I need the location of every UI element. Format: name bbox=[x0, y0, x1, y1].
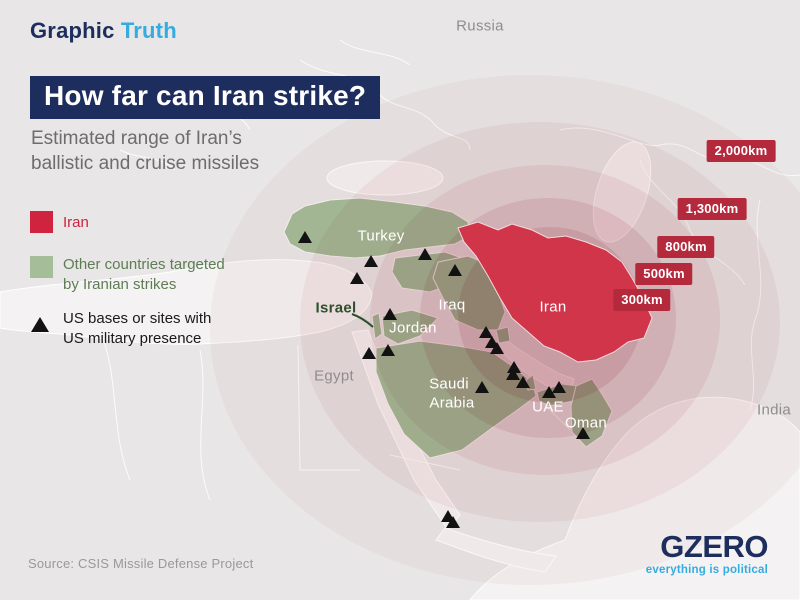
country-label-jordan: Jordan bbox=[389, 319, 437, 337]
us-base-marker bbox=[506, 368, 520, 380]
country-iran bbox=[457, 221, 653, 363]
us-base-marker bbox=[448, 264, 462, 276]
legend-label-iran: Iran bbox=[63, 214, 89, 231]
israel-pointer-line bbox=[351, 313, 374, 328]
legend-bases-line-1: US bases or sites with bbox=[63, 310, 212, 327]
us-base-marker bbox=[490, 342, 504, 354]
country-label-turkey: Turkey bbox=[357, 227, 405, 245]
us-base-marker bbox=[552, 381, 566, 393]
range-badge-300km: 300km bbox=[613, 289, 671, 311]
legend-swatch-iran bbox=[30, 211, 53, 233]
range-badge-1300km: 1,300km bbox=[677, 198, 747, 220]
us-base-markers bbox=[298, 231, 590, 528]
subtitle-line-1: Estimated range of Iran’s bbox=[31, 128, 242, 149]
legend-targets-line-1: Other countries targeted bbox=[63, 256, 225, 273]
legend-label-targeted-countries: Other countries targeted by Iranian stri… bbox=[63, 255, 225, 295]
country-label-arabia: Arabia bbox=[429, 394, 475, 412]
us-base-marker bbox=[383, 308, 397, 320]
us-base-marker bbox=[418, 248, 432, 260]
us-base-marker bbox=[507, 361, 521, 373]
legend-label-us-bases: US bases or sites with US military prese… bbox=[63, 309, 211, 349]
us-base-marker bbox=[350, 272, 364, 284]
range-badge-2000km: 2,000km bbox=[706, 140, 776, 162]
brand: Graphic Truth bbox=[30, 18, 177, 44]
subtitle-line-2: ballistic and cruise missiles bbox=[31, 153, 260, 174]
gzero-tagline: everything is political bbox=[645, 564, 768, 576]
brand-primary: Graphic bbox=[30, 18, 115, 43]
legend-us-base-triangle-icon bbox=[31, 317, 49, 332]
us-base-marker bbox=[362, 347, 376, 359]
us-base-marker bbox=[475, 381, 489, 393]
us-base-marker bbox=[576, 427, 590, 439]
legend-targets-line-2: by Iranian strikes bbox=[63, 276, 177, 293]
us-base-marker bbox=[479, 326, 493, 338]
country-label-uae: UAE bbox=[532, 398, 564, 416]
legend-swatch-targeted-countries bbox=[30, 256, 53, 278]
gzero-wordmark: GZERO bbox=[660, 529, 768, 564]
legend-bases-line-2: US military presence bbox=[63, 330, 202, 347]
country-label-russia: Russia bbox=[456, 17, 504, 35]
page-subtitle: Estimated range of Iran’s ballistic and … bbox=[31, 126, 259, 176]
country-label-saudi: Saudi bbox=[429, 375, 469, 393]
country-label-iraq: Iraq bbox=[438, 296, 466, 314]
us-base-marker bbox=[364, 255, 378, 267]
range-badge-800km: 800km bbox=[657, 236, 715, 258]
country-label-egypt: Egypt bbox=[314, 367, 354, 385]
us-base-marker bbox=[542, 386, 556, 398]
us-base-marker bbox=[298, 231, 312, 243]
page-title: How far can Iran strike? bbox=[30, 76, 381, 119]
gzero-logo: GZERO everything is political bbox=[645, 529, 769, 576]
country-label-india: India bbox=[756, 401, 792, 419]
us-base-marker bbox=[516, 376, 530, 388]
brand-accent: Truth bbox=[120, 18, 177, 43]
source-credit: Source: CSIS Missile Defense Project bbox=[28, 556, 254, 571]
range-badge-500km: 500km bbox=[635, 263, 693, 285]
country-label-oman: Oman bbox=[564, 414, 608, 432]
us-base-marker bbox=[446, 516, 460, 528]
country-label-israel: Israel bbox=[315, 299, 357, 317]
us-base-marker bbox=[381, 344, 395, 356]
country-label-iran: Iran bbox=[539, 298, 567, 316]
